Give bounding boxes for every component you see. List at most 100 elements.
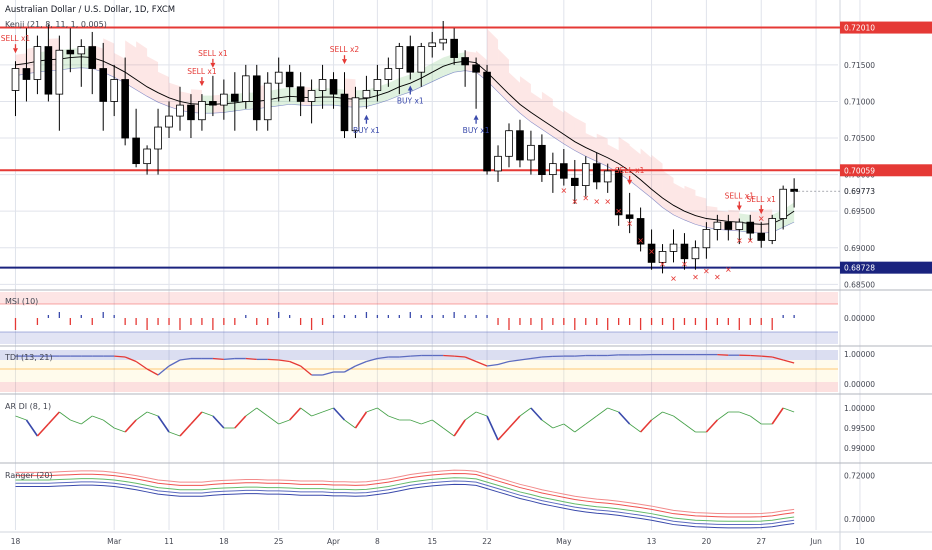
candle-body — [209, 101, 217, 106]
ardi-line-segment — [442, 427, 455, 437]
buy-signal-label: BUY x1 — [353, 126, 380, 135]
kenji-cloud-segment — [596, 133, 608, 167]
ardi-line-segment — [332, 407, 346, 421]
kenji-cloud-segment — [508, 72, 520, 114]
ardi-tick-label: 1.00000 — [844, 404, 875, 413]
time-tick-label: 8 — [375, 537, 380, 546]
candle-body — [318, 79, 327, 91]
ardi-line-segment — [59, 411, 71, 421]
tdi-line-segment — [717, 353, 729, 356]
candle-body — [307, 90, 316, 102]
candle-body — [263, 82, 272, 121]
tdi-line-segment — [366, 357, 378, 363]
tdi-line-segment — [541, 355, 553, 358]
tdi-line-segment — [377, 356, 389, 360]
sell-arrow — [199, 81, 205, 87]
tdi-line-segment — [355, 360, 367, 367]
cross-marker: ✕ — [571, 198, 578, 207]
kenji-cloud-segment — [585, 133, 597, 162]
ardi-line-segment — [739, 411, 751, 417]
sell-arrow — [341, 59, 347, 65]
kenji-upper-line — [15, 56, 795, 225]
ardi-line-segment — [585, 415, 597, 425]
ardi-line-segment — [662, 411, 674, 417]
ardi-line-segment — [377, 407, 389, 417]
ardi-line-segment — [596, 407, 608, 417]
cross-marker: ✕ — [747, 236, 754, 245]
candle-body — [252, 75, 261, 121]
candle-body — [713, 221, 722, 230]
candle-body — [625, 214, 634, 219]
kenji-legend: Kenji (21, 8, 11, 1, 0.005) — [5, 20, 107, 29]
ardi-line-segment — [497, 427, 510, 441]
time-tick-label: Jun — [809, 537, 822, 546]
ardi-line-segment — [541, 419, 554, 429]
candle-body — [187, 104, 195, 121]
sell-arrow — [627, 179, 633, 185]
cross-marker: ✕ — [659, 260, 666, 269]
price-tick-label: 0.69000 — [844, 244, 875, 253]
candle-body — [505, 130, 513, 157]
buy-signal-label: BUY x1 — [397, 97, 424, 106]
kenji-cloud-segment — [103, 38, 115, 78]
ardi-line-segment — [15, 415, 27, 421]
tdi-line-segment — [497, 360, 510, 366]
ardi-line-segment — [629, 423, 641, 433]
tdi-line-segment — [761, 355, 773, 358]
candle-body — [702, 229, 711, 249]
ardi-line-segment — [771, 407, 784, 425]
candle-body — [351, 97, 360, 132]
candle-body — [99, 68, 108, 102]
ardi-line-segment — [717, 411, 729, 421]
candle-body — [472, 64, 480, 73]
tdi-line-segment — [300, 365, 313, 376]
candle-body — [570, 177, 579, 186]
tdi-pane-title: TDI (13, 21) — [5, 353, 53, 362]
ranger-band-line — [15, 480, 795, 526]
ranger-tick-label: 0.72000 — [844, 472, 875, 481]
ranger-tick-label: 0.70000 — [844, 515, 875, 524]
ardi-line-segment — [278, 419, 290, 425]
ardi-line-segment — [179, 423, 192, 437]
tdi-line-segment — [399, 355, 411, 358]
kenji-lower-line — [15, 67, 795, 234]
ardi-line-segment — [354, 411, 368, 429]
ardi-line-segment — [157, 415, 170, 433]
candle-body — [296, 86, 305, 102]
ardi-line-segment — [70, 419, 82, 425]
candle-body — [516, 130, 524, 161]
buy-arrow — [363, 114, 369, 120]
level-price-tag-label: 0.68728 — [844, 264, 875, 273]
kenji-cloud-segment — [607, 144, 619, 174]
candle-body — [154, 126, 162, 150]
candle-body — [198, 101, 206, 121]
ardi-line-segment — [124, 419, 137, 433]
sell-signal-label: SELL x1 — [1, 34, 31, 43]
time-tick-label: 18 — [219, 537, 229, 546]
candle-body — [779, 188, 787, 219]
tdi-line-segment — [464, 356, 477, 363]
ardi-line-segment — [508, 415, 521, 429]
candle-body — [560, 163, 568, 179]
candle-body — [143, 148, 151, 165]
candle-body — [165, 115, 173, 128]
price-tick-label: 0.70500 — [844, 134, 875, 143]
sell-arrow — [758, 209, 764, 215]
kenji-cloud-segment — [114, 52, 126, 84]
cross-marker: ✕ — [626, 220, 633, 229]
buy-arrow — [473, 114, 479, 120]
candle-body — [527, 144, 535, 161]
candle-body — [658, 251, 667, 263]
cross-marker: ✕ — [560, 187, 567, 196]
candle-body — [746, 221, 755, 234]
ardi-line-segment — [289, 407, 302, 421]
buy-arrow — [407, 85, 413, 91]
candle-body — [22, 68, 31, 80]
candle-body — [538, 144, 546, 176]
tdi-tick-label: 1.00000 — [844, 350, 875, 359]
candle-body — [647, 243, 656, 263]
kenji-cloud-segment — [684, 185, 696, 225]
time-tick-label: 20 — [702, 537, 712, 546]
kenji-cloud-segment — [695, 195, 707, 228]
